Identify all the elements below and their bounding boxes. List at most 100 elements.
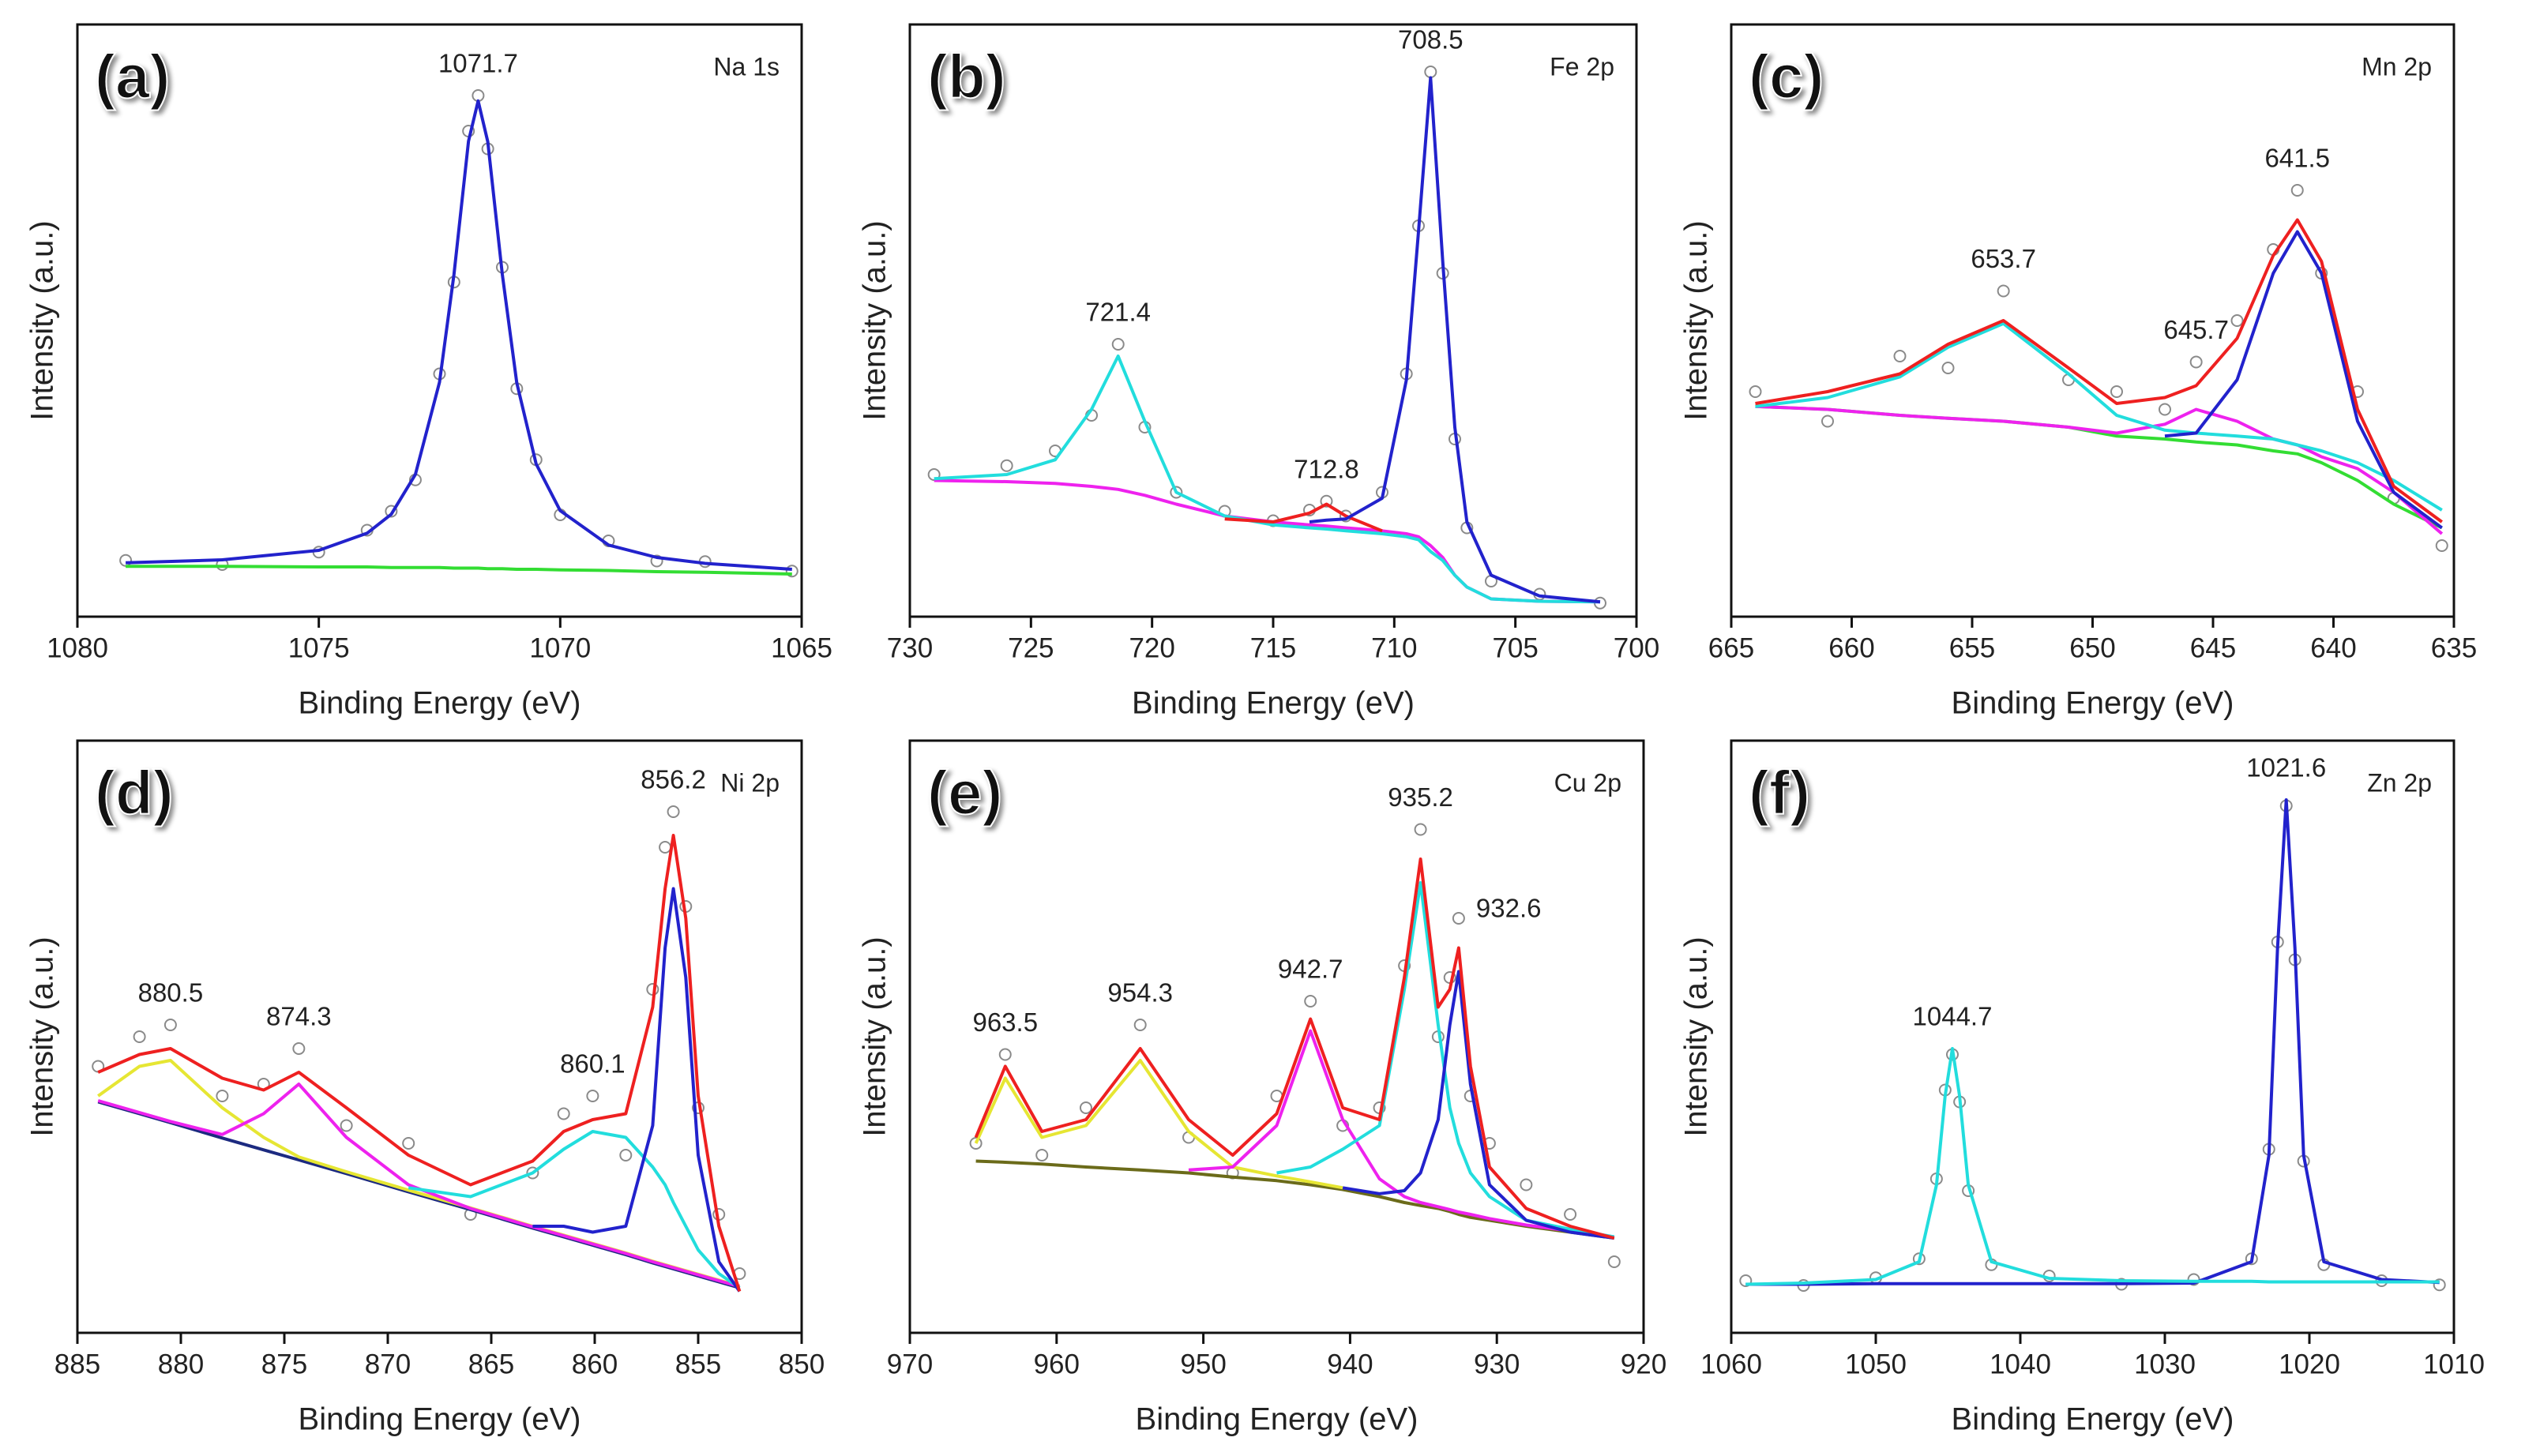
x-tick-label: 665: [1708, 632, 1754, 663]
panel-label: (a): [95, 42, 170, 111]
peak-label: 1021.6: [2246, 753, 2326, 782]
x-tick-label: 705: [1492, 632, 1538, 663]
fit-curve: [1755, 404, 2443, 530]
peak-label: 856.2: [641, 765, 706, 794]
data-point: [292, 1042, 306, 1055]
data-point: [216, 1090, 229, 1102]
data-point: [1564, 1208, 1577, 1221]
y-axis-label: Intensity (a.u.): [1679, 220, 1714, 420]
plot-frame: [76, 23, 803, 618]
fit-curve: [1755, 218, 2443, 523]
fit-curve: [97, 1059, 740, 1288]
x-tick-label: 940: [1327, 1349, 1373, 1379]
x-tick-label: 660: [1828, 632, 1874, 663]
fit-curve: [1745, 798, 2440, 1286]
data-point: [650, 554, 663, 568]
fit-curve: [532, 887, 742, 1293]
data-point: [385, 505, 398, 518]
peak-label: 1071.7: [438, 49, 518, 78]
data-point: [1079, 1101, 1092, 1114]
x-tick-label: 885: [54, 1349, 100, 1379]
element-label: Zn 2p: [2367, 768, 2432, 797]
x-tick-label: 640: [2310, 632, 2356, 663]
plot-frame: [1730, 23, 2455, 618]
x-tick-label: 1010: [2423, 1349, 2485, 1379]
fit-curve: [934, 478, 1601, 604]
x-tick-label: 870: [365, 1349, 411, 1379]
x-tick-label: 1060: [1700, 1349, 1762, 1379]
x-tick-label: 645: [2190, 632, 2236, 663]
x-tick-label: 855: [675, 1349, 721, 1379]
peak-label: 1044.7: [1913, 1002, 1993, 1031]
peak-label: 932.6: [1476, 894, 1542, 923]
x-tick-label: 1075: [288, 632, 350, 663]
data-point: [1133, 1019, 1147, 1031]
data-point: [1170, 486, 1183, 499]
x-tick-label: 715: [1250, 632, 1296, 663]
data-point: [2290, 184, 2304, 197]
data-point: [1607, 1255, 1621, 1268]
x-tick-label: 880: [158, 1349, 204, 1379]
peak-label: 935.2: [1388, 782, 1453, 812]
plot-frame: [76, 739, 803, 1334]
x-tick-label: 650: [2069, 632, 2115, 663]
data-point: [2433, 1278, 2446, 1292]
peak-label: 963.5: [972, 1008, 1038, 1037]
peak-label: 708.5: [1398, 25, 1464, 54]
x-tick-label: 920: [1621, 1349, 1666, 1379]
panel: 1080 1075 1070 1065 Binding Energy (eV) Inten…: [25, 23, 832, 721]
peak-label: 954.3: [1107, 978, 1173, 1008]
x-axis-label: Binding Energy (eV): [299, 1402, 581, 1437]
data-point: [2159, 403, 2171, 416]
x-tick-label: 720: [1129, 632, 1174, 663]
x-tick-label: 1040: [1990, 1349, 2051, 1379]
panel-label: (d): [95, 758, 174, 827]
data-point: [785, 565, 798, 578]
fit-curve: [1224, 502, 1383, 533]
x-axis-label: Binding Energy (eV): [1136, 1402, 1418, 1437]
data-point: [1111, 338, 1125, 351]
x-axis-label: Binding Energy (eV): [1952, 686, 2234, 721]
data-point: [1414, 823, 1427, 836]
panel-label: (c): [1749, 42, 1824, 111]
x-tick-label: 930: [1474, 1349, 1520, 1379]
y-axis-label: Intensity (a.u.): [858, 936, 892, 1136]
data-point: [133, 1030, 146, 1043]
x-tick-label: 875: [261, 1349, 307, 1379]
peak-label: 641.5: [2264, 144, 2330, 173]
fit-curve: [974, 1059, 1343, 1190]
x-tick-label: 1065: [771, 632, 832, 663]
fit-curve: [934, 355, 1601, 604]
data-point: [1912, 1252, 1926, 1266]
fit-curve: [1309, 76, 1601, 604]
data-point: [1000, 459, 1013, 472]
data-point: [586, 1090, 599, 1102]
data-point: [163, 1019, 177, 1031]
x-tick-label: 730: [887, 632, 933, 663]
fit-curve: [126, 99, 792, 571]
element-label: Mn 2p: [2362, 52, 2432, 81]
data-point: [1893, 350, 1907, 362]
data-point: [1424, 66, 1437, 78]
plot-frame: [908, 23, 1638, 618]
element-label: Cu 2p: [1554, 768, 1621, 797]
panel-label: (e): [927, 758, 1002, 827]
panel: 1060 1050 1040 1030 1020 1010 Binding Energy (…: [1679, 739, 2485, 1437]
fit-curve: [1188, 1029, 1615, 1239]
fit-curve: [126, 565, 792, 576]
x-tick-label: 635: [2431, 632, 2477, 663]
x-tick-label: 1080: [47, 632, 108, 663]
element-label: Ni 2p: [720, 768, 780, 797]
fit-curve: [974, 857, 1615, 1240]
x-tick-label: 950: [1180, 1349, 1226, 1379]
fit-curve: [1745, 1047, 2440, 1286]
data-point: [969, 1137, 983, 1150]
peak-label: 880.5: [138, 978, 204, 1008]
x-tick-label: 970: [887, 1349, 933, 1379]
data-point: [1520, 1178, 1533, 1191]
data-point: [619, 1149, 633, 1161]
y-axis-label: Intensity (a.u.): [25, 220, 60, 420]
fit-curve: [2164, 230, 2443, 530]
peak-label: 942.7: [1278, 955, 1343, 984]
